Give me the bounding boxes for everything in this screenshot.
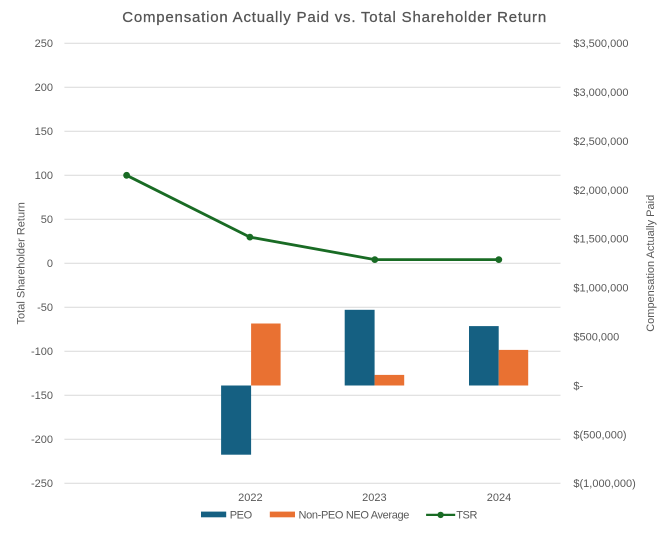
svg-text:100: 100 [35, 170, 53, 182]
svg-text:$(1,000,000): $(1,000,000) [573, 478, 635, 490]
svg-text:-150: -150 [31, 390, 53, 402]
svg-text:$3,000,000: $3,000,000 [573, 87, 628, 99]
svg-text:$-: $- [573, 380, 583, 392]
svg-text:$2,500,000: $2,500,000 [573, 136, 628, 148]
svg-text:2022: 2022 [238, 492, 262, 504]
svg-text:50: 50 [41, 214, 53, 226]
svg-text:$3,500,000: $3,500,000 [573, 38, 628, 50]
svg-text:PEO: PEO [230, 510, 253, 522]
svg-text:$1,000,000: $1,000,000 [573, 283, 628, 295]
svg-text:$1,500,000: $1,500,000 [573, 234, 628, 246]
svg-text:-200: -200 [31, 434, 53, 446]
svg-text:250: 250 [35, 38, 53, 50]
svg-text:-50: -50 [37, 302, 53, 314]
svg-text:150: 150 [35, 126, 53, 138]
svg-text:Total Shareholder Return: Total Shareholder Return [16, 202, 28, 324]
svg-text:Compensation Actually Paid vs.: Compensation Actually Paid vs. Total Sha… [122, 9, 547, 26]
svg-text:0: 0 [47, 258, 53, 270]
svg-text:TSR: TSR [456, 510, 477, 522]
svg-text:2023: 2023 [362, 492, 386, 504]
svg-text:Non-PEO NEO Average: Non-PEO NEO Average [299, 510, 410, 522]
svg-text:$2,000,000: $2,000,000 [573, 185, 628, 197]
svg-text:$(500,000): $(500,000) [573, 429, 626, 441]
svg-text:2024: 2024 [487, 492, 511, 504]
svg-text:Compensation Actually Paid: Compensation Actually Paid [645, 195, 657, 332]
svg-text:-250: -250 [31, 478, 53, 490]
svg-text:-100: -100 [31, 346, 53, 358]
svg-text:200: 200 [35, 82, 53, 94]
svg-text:$500,000: $500,000 [573, 332, 619, 344]
